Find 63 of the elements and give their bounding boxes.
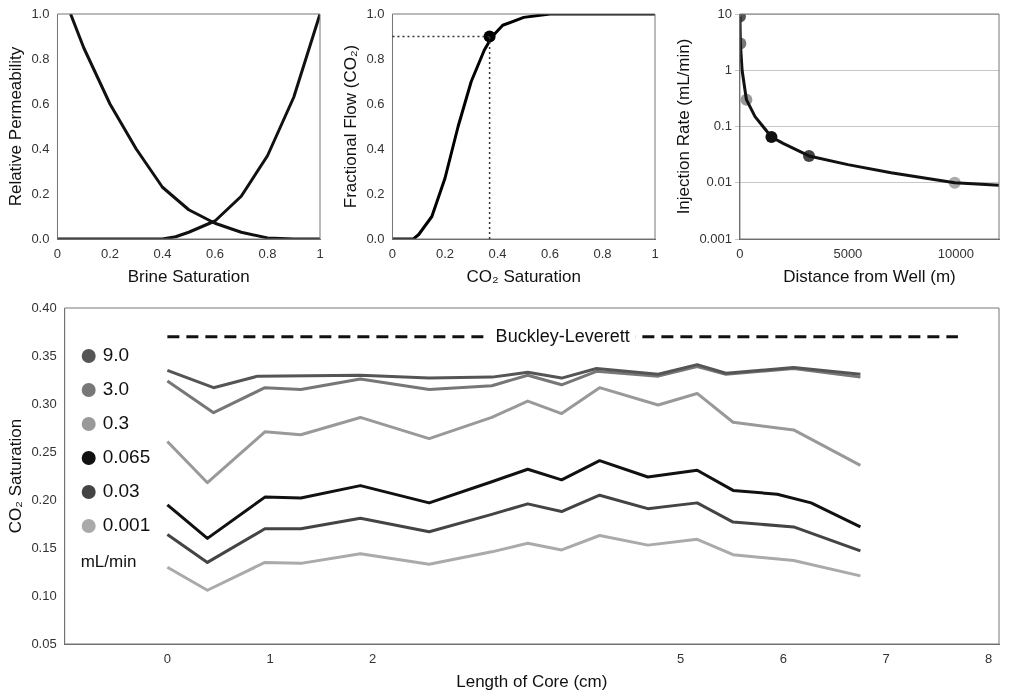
x-tick-label: 0.4 xyxy=(488,246,507,262)
y-axis-title: CO₂ Saturation xyxy=(5,418,25,534)
x-tick-label: 0.2 xyxy=(435,246,455,262)
x-tick-label: 0 xyxy=(163,651,171,667)
x-tick-label: 0.4 xyxy=(153,246,172,262)
x-tick-label: 0.6 xyxy=(540,246,560,262)
y-tick-label: 10 xyxy=(717,5,732,21)
x-tick-label: 2 xyxy=(369,651,377,667)
x-axis-title: Distance from Well (m) xyxy=(783,267,956,287)
y-tick-label: 0.4 xyxy=(366,140,385,156)
y-tick-label: 0.8 xyxy=(31,50,50,66)
x-tick-label: 0.8 xyxy=(258,246,277,262)
y-tick-label: 0.4 xyxy=(31,140,50,156)
x-tick-label: 0.8 xyxy=(593,246,612,262)
legend-label: 3.0 xyxy=(102,378,130,400)
x-tick-label: 5000 xyxy=(833,246,863,262)
legend-label: 0.065 xyxy=(102,446,151,468)
y-tick-label: 0.05 xyxy=(31,635,57,651)
x-tick-label: 7 xyxy=(882,651,890,667)
legend-label: 0.3 xyxy=(102,412,130,434)
y-tick-label: 0.1 xyxy=(713,118,732,134)
x-tick-label: 0 xyxy=(736,246,744,262)
y-tick-label: 0.2 xyxy=(31,185,50,201)
y-tick-label: 0.25 xyxy=(31,443,57,459)
x-tick-label: 10000 xyxy=(937,246,974,262)
y-tick-label: 0.01 xyxy=(706,174,732,190)
x-tick-label: 0 xyxy=(53,246,62,262)
y-tick-label: 0.001 xyxy=(699,230,732,246)
legend-label: 9.0 xyxy=(102,344,130,366)
y-tick-label: 1.0 xyxy=(366,5,385,21)
x-tick-label: 1 xyxy=(651,246,659,262)
y-tick-label: 0.20 xyxy=(31,491,57,507)
y-tick-label: 0.6 xyxy=(366,95,385,111)
legend-label: 0.03 xyxy=(102,480,140,502)
x-axis-title: Brine Saturation xyxy=(127,267,250,287)
y-tick-label: 0.6 xyxy=(31,95,50,111)
y-tick-label: 0.0 xyxy=(31,230,50,246)
x-tick-label: 1 xyxy=(316,246,324,262)
x-tick-label: 5 xyxy=(677,651,685,667)
series-label: Buckley-Leverett xyxy=(495,325,630,346)
y-tick-label: 0.8 xyxy=(366,50,385,66)
y-tick-label: 0.2 xyxy=(366,185,385,201)
legend-label: 0.001 xyxy=(102,514,151,536)
y-tick-label: 0.10 xyxy=(31,587,57,603)
y-tick-label: 1 xyxy=(724,61,732,77)
x-tick-label: 0.6 xyxy=(205,246,225,262)
y-tick-label: 1.0 xyxy=(31,5,50,21)
x-tick-label: 0 xyxy=(388,246,397,262)
x-tick-label: 6 xyxy=(779,651,788,667)
y-axis-title: Relative Permeability xyxy=(5,46,25,207)
x-axis-title: CO₂ Saturation xyxy=(466,267,581,287)
legend-title: mL/min xyxy=(80,551,137,571)
y-axis-title: Fractional Flow (CO₂) xyxy=(340,44,360,209)
x-axis-title: Length of Core (cm) xyxy=(456,672,608,692)
x-tick-label: 0.2 xyxy=(100,246,120,262)
x-tick-label: 8 xyxy=(985,651,993,667)
y-tick-label: 0.15 xyxy=(31,539,57,555)
x-tick-label: 1 xyxy=(266,651,274,667)
y-tick-label: 0.35 xyxy=(31,347,57,363)
y-axis-title: Injection Rate (mL/min) xyxy=(673,38,693,215)
y-tick-label: 0.30 xyxy=(31,395,57,411)
y-tick-label: 0.0 xyxy=(366,230,385,246)
y-tick-label: 0.40 xyxy=(31,299,57,315)
